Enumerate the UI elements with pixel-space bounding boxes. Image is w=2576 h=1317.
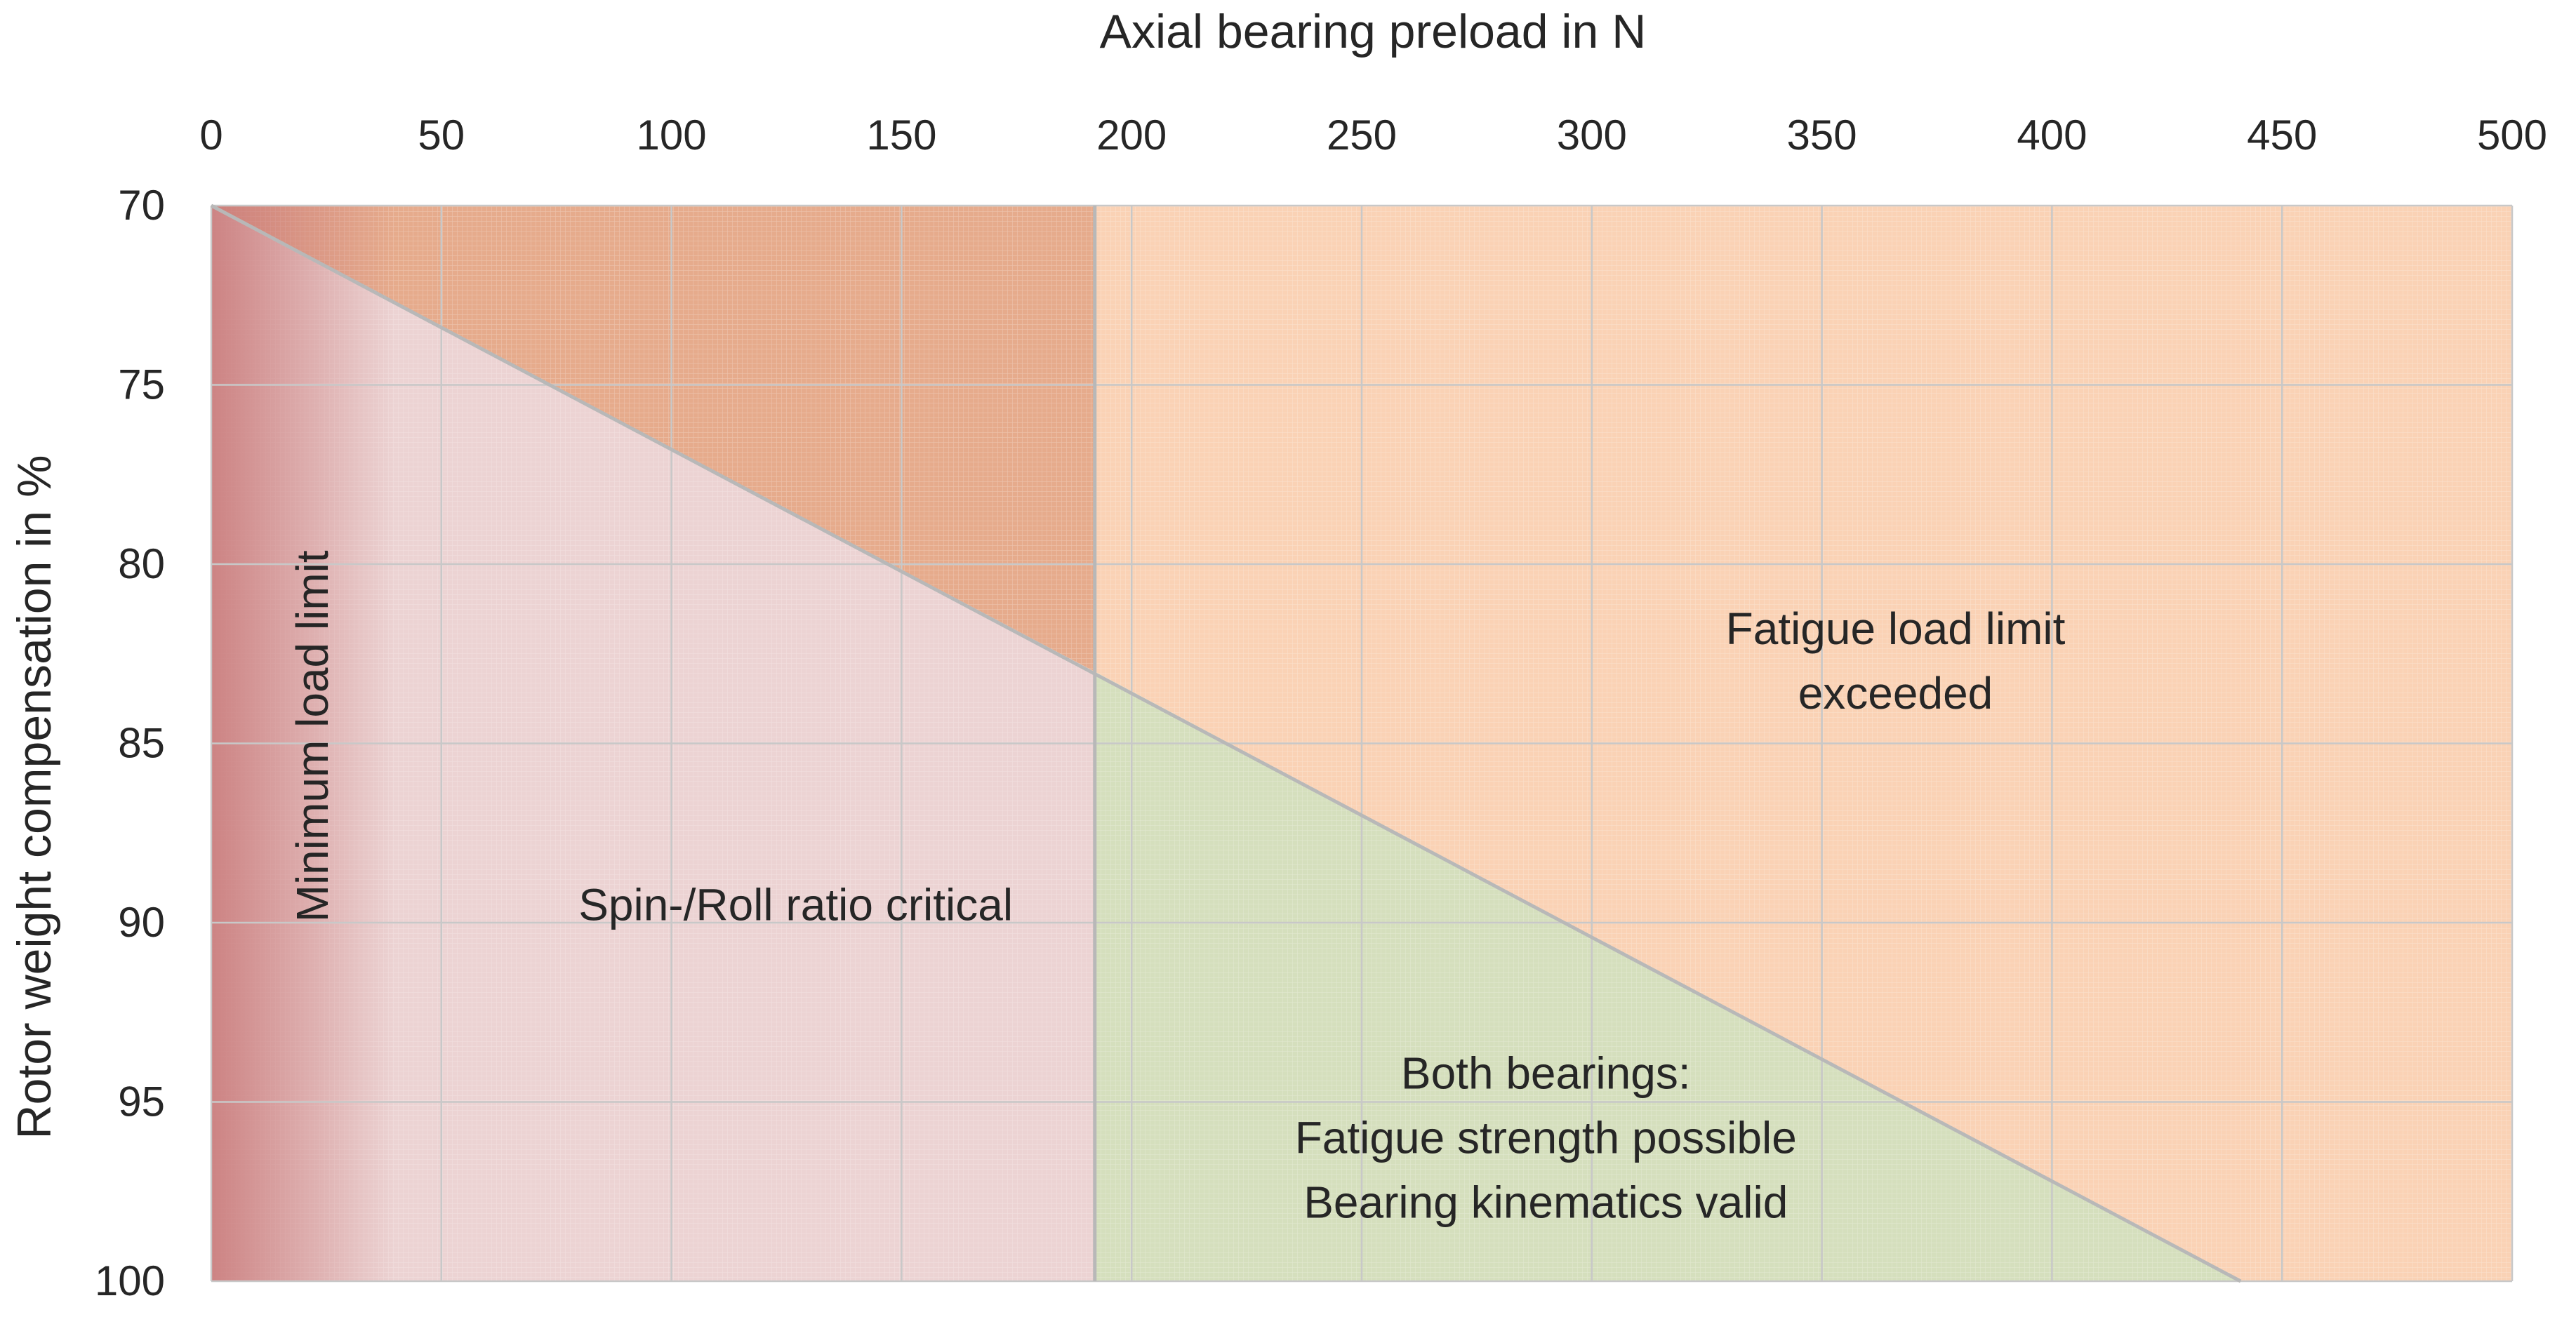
- x-tick-label-250: 250: [1327, 112, 1397, 159]
- x-tick-label-200: 200: [1096, 112, 1167, 159]
- x-axis-title: Axial bearing preload in N: [1100, 5, 1647, 58]
- annotation-bearing-kinematics-valid: Bearing kinematics valid: [1303, 1177, 1788, 1228]
- y-tick-label-70: 70: [118, 182, 165, 229]
- x-tick-label-350: 350: [1787, 112, 1857, 159]
- x-tick-label-300: 300: [1557, 112, 1627, 159]
- y-tick-label-85: 85: [118, 720, 165, 767]
- x-tick-labels: 0 50 100 150 200 250 300 350 400 450 500: [199, 112, 2547, 159]
- x-tick-label-50: 50: [418, 112, 465, 159]
- annotation-exceeded: exceeded: [1798, 668, 1993, 718]
- y-tick-label-90: 90: [118, 899, 165, 946]
- x-tick-label-400: 400: [2017, 112, 2087, 159]
- region-labels: Fatigue load limit exceeded Spin-/Roll rat…: [287, 550, 2065, 1227]
- x-tick-label-100: 100: [637, 112, 707, 159]
- annotation-fatigue-load-limit: Fatigue load limit: [1726, 603, 2066, 654]
- y-tick-label-100: 100: [95, 1257, 165, 1304]
- x-tick-label-450: 450: [2247, 112, 2317, 159]
- annotation-fatigue-strength-possible: Fatigue strength possible: [1295, 1113, 1797, 1163]
- y-axis-title: Rotor weight compensation in %: [8, 455, 61, 1139]
- annotation-minimum-load-limit: Minimum load limit: [287, 550, 338, 922]
- y-tick-label-95: 95: [118, 1078, 165, 1125]
- annotation-spin-roll-ratio-critical: Spin-/Roll ratio critical: [578, 879, 1013, 930]
- y-tick-label-75: 75: [118, 361, 165, 408]
- y-tick-labels: 70 75 80 85 90 95 100: [95, 182, 165, 1304]
- annotation-both-bearings: Both bearings:: [1401, 1048, 1691, 1099]
- grid: [210, 204, 2514, 1283]
- x-tick-label-150: 150: [866, 112, 936, 159]
- region-boundaries: [210, 203, 2242, 1283]
- x-tick-label-0: 0: [199, 112, 223, 159]
- x-tick-label-500: 500: [2477, 112, 2547, 159]
- y-tick-label-80: 80: [118, 540, 165, 587]
- boundary-line-0: [210, 203, 2242, 1283]
